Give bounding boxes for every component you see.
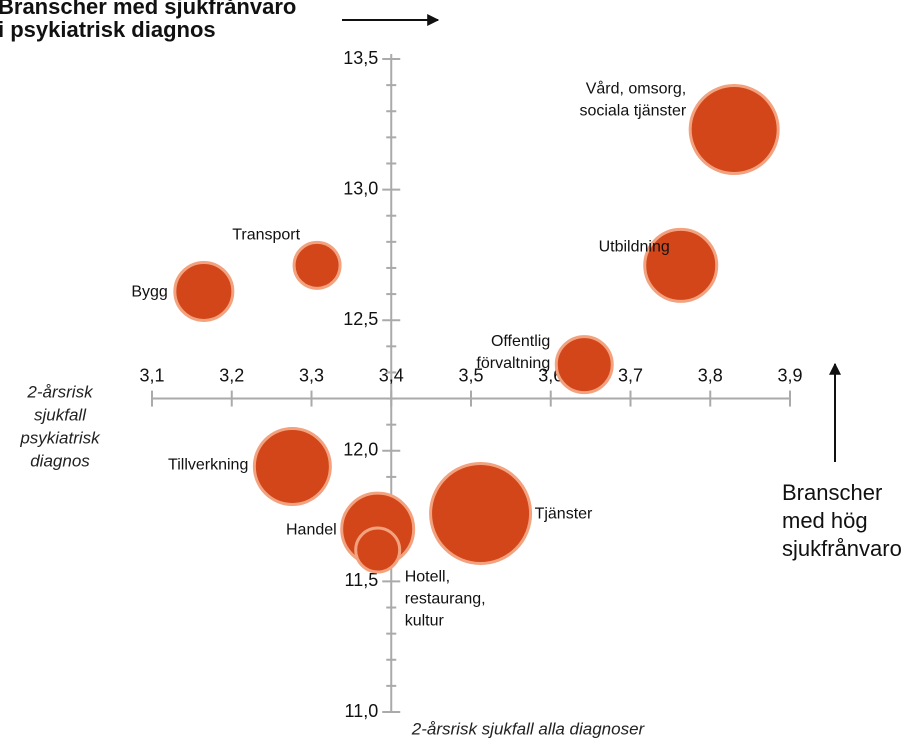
point-label: Transport xyxy=(232,227,300,244)
y-axis-label: psykiatrisk xyxy=(19,428,101,447)
bubble xyxy=(554,335,614,395)
x-tick-label: 3,5 xyxy=(458,365,483,385)
x-tick-label: 3,8 xyxy=(698,365,723,385)
y-axis-label: diagnos xyxy=(30,451,90,470)
point-label: Tillverkning xyxy=(168,457,248,474)
x-axis-label: 2-årsrisk sjukfall alla diagnoser xyxy=(411,719,646,738)
y-tick-label: 11,5 xyxy=(345,570,379,590)
point-label: Utbildning xyxy=(599,239,670,256)
bubble xyxy=(292,240,342,290)
annotation: Branscher xyxy=(782,480,882,505)
point-label: Hotell, xyxy=(405,568,450,585)
annotation: sjukfrånvaro xyxy=(782,536,902,561)
annotation: Branscher med sjukfrånvaro xyxy=(0,0,296,19)
bubble xyxy=(173,260,235,322)
point-label: Bygg xyxy=(131,284,167,301)
point-label: sociala tjänster xyxy=(579,103,686,120)
y-tick-label: 11,0 xyxy=(345,701,379,721)
bubble xyxy=(643,227,719,303)
point-label: Tjänster xyxy=(535,506,593,523)
y-axis-label: 2-årsrisk xyxy=(26,382,94,401)
point-label: kultur xyxy=(405,612,445,629)
point-label: Handel xyxy=(286,521,337,538)
point-label: Offentlig xyxy=(491,333,550,350)
y-tick-label: 13,5 xyxy=(343,48,378,68)
bubble xyxy=(354,526,402,574)
y-tick-label: 12,5 xyxy=(343,309,378,329)
bubble xyxy=(688,84,780,176)
point-label: förvaltning xyxy=(476,355,550,372)
y-axis-label: sjukfall xyxy=(34,405,87,424)
bubble xyxy=(429,461,533,565)
x-tick-label: 3,7 xyxy=(618,365,643,385)
x-tick-label: 3,9 xyxy=(777,365,802,385)
x-tick-label: 3,4 xyxy=(379,365,404,385)
x-tick-label: 3,3 xyxy=(299,365,324,385)
point-label: Vård, omsorg, xyxy=(586,80,686,98)
x-tick-label: 3,1 xyxy=(139,365,164,385)
annotation: i psykiatrisk diagnos xyxy=(0,17,216,42)
y-tick-label: 12,0 xyxy=(343,440,378,460)
x-tick-label: 3,2 xyxy=(219,365,244,385)
bubble xyxy=(252,426,332,506)
y-tick-label: 13,0 xyxy=(343,178,378,198)
point-label: restaurang, xyxy=(405,590,486,607)
annotation: med hög xyxy=(782,508,868,533)
